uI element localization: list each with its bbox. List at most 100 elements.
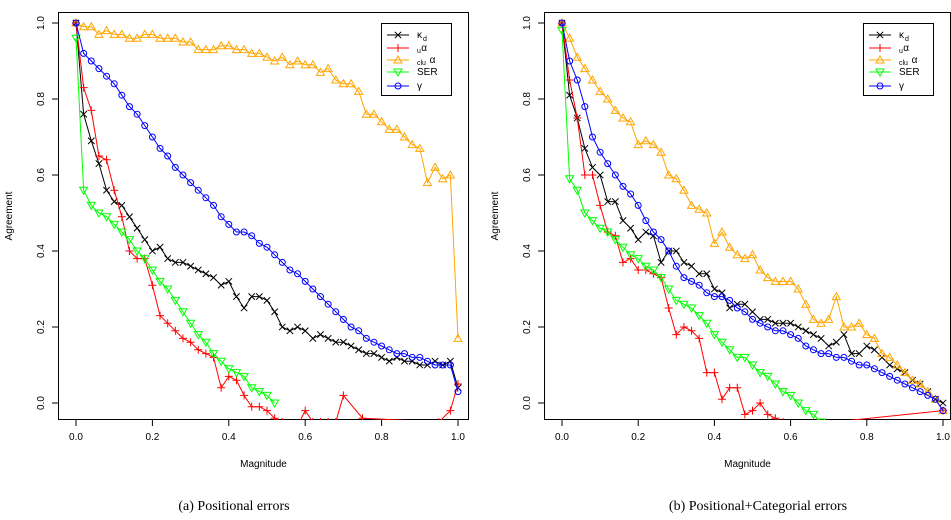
- data-point-kd: [657, 258, 665, 266]
- data-point-clua: [732, 249, 743, 259]
- data-point-ser: [816, 418, 826, 420]
- data-point-clua: [640, 135, 651, 145]
- x-tick-label: 0.8: [860, 432, 874, 443]
- data-point-clua: [884, 352, 895, 361]
- data-point-gamma: [171, 163, 179, 171]
- data-point-ua: [672, 330, 681, 339]
- data-point-clua: [208, 44, 219, 54]
- data-point-ser: [262, 391, 272, 401]
- data-point-kd: [263, 296, 271, 304]
- data-point-gamma: [893, 376, 901, 384]
- data-point-clua: [785, 276, 796, 285]
- data-point-ua: [194, 345, 203, 354]
- panel-caption: (a) Positional errors: [178, 499, 289, 514]
- data-point-gamma: [454, 388, 462, 396]
- chart-panel-a: 0.0 0.2 0.4 0.6 0.8 1.0 0.0 0.2 0.4 0.6 0.8 1.0 Magn…: [4, 12, 469, 514]
- data-point-ua: [438, 418, 440, 420]
- data-point-clua: [338, 78, 349, 88]
- x-tick-label: 0.4: [707, 432, 721, 443]
- data-point-gamma: [148, 133, 156, 141]
- data-point-ser: [595, 224, 605, 234]
- data-point-ua: [87, 106, 96, 115]
- data-point-kd: [710, 285, 718, 293]
- data-point-clua: [770, 276, 781, 285]
- data-point-gamma: [446, 361, 454, 369]
- data-point-clua: [178, 36, 188, 46]
- data-point-kd: [385, 357, 393, 365]
- legend-prefix-clua: clu: [899, 60, 908, 67]
- data-point-gamma: [210, 201, 218, 209]
- data-point-kd: [848, 350, 856, 358]
- data-point-ser: [116, 228, 127, 238]
- data-point-gamma: [416, 353, 424, 361]
- data-point-ua: [634, 266, 643, 274]
- data-point-ua: [186, 338, 195, 347]
- data-point-clua: [854, 318, 865, 327]
- data-point-clua: [353, 86, 364, 95]
- legend-label-ser: SER: [417, 67, 438, 78]
- legend-marker-ser: [875, 68, 885, 78]
- data-point-kd: [703, 270, 711, 278]
- data-point-clua: [323, 63, 333, 73]
- data-point-clua: [116, 29, 127, 38]
- data-point-clua: [399, 131, 410, 141]
- data-point-kd: [355, 346, 363, 354]
- data-point-gamma: [840, 353, 848, 361]
- data-point-clua: [239, 44, 249, 54]
- data-point-kd: [748, 308, 757, 316]
- data-point-ua: [327, 418, 329, 420]
- data-point-kd: [771, 319, 779, 327]
- legend-prefix-ua: u: [899, 48, 903, 55]
- data-point-clua: [307, 59, 318, 69]
- data-point-ua: [319, 418, 321, 420]
- data-point-gamma: [133, 110, 141, 118]
- data-point-clua: [422, 177, 433, 187]
- data-point-kd: [687, 262, 696, 270]
- data-point-kd: [604, 198, 612, 206]
- data-point-kd: [680, 258, 688, 266]
- data-point-ua: [312, 418, 314, 420]
- data-point-clua: [109, 29, 120, 38]
- data-point-ser: [564, 175, 575, 184]
- data-point-clua: [800, 299, 811, 308]
- data-point-gamma: [931, 395, 939, 403]
- data-point-clua: [392, 124, 402, 133]
- data-point-clua: [78, 21, 89, 31]
- data-point-kd: [588, 163, 597, 171]
- data-point-ua: [339, 391, 348, 400]
- data-point-clua: [407, 139, 418, 149]
- data-point-ua: [679, 323, 688, 331]
- data-point-gamma: [439, 361, 447, 369]
- chart-panel-b: 0.0 0.2 0.4 0.6 0.8 1.0 0.0 0.2 0.4 0.6 0.8 1.0 Magn…: [490, 12, 951, 514]
- data-point-gamma: [194, 186, 202, 194]
- data-point-kd: [110, 198, 118, 206]
- data-point-ser: [625, 251, 636, 260]
- data-point-gamma: [611, 171, 619, 179]
- data-point-kd: [581, 144, 589, 152]
- data-point-clua: [717, 226, 727, 236]
- y-tick-label: 0.2: [522, 320, 533, 334]
- data-point-ser: [618, 243, 628, 253]
- data-point-clua: [445, 169, 456, 179]
- data-point-ser: [793, 399, 804, 409]
- data-point-gamma: [855, 361, 863, 369]
- legend-subscript-kd: d: [905, 36, 909, 43]
- data-point-ser: [785, 391, 796, 401]
- data-point-gamma: [309, 285, 317, 293]
- data-point-clua: [877, 348, 887, 358]
- data-point-ser: [587, 217, 598, 226]
- data-point-kd: [378, 353, 386, 361]
- data-point-clua: [892, 359, 903, 369]
- data-point-gamma: [385, 346, 393, 354]
- data-point-ser: [193, 331, 204, 340]
- data-point-ser: [648, 266, 659, 276]
- data-point-gamma: [164, 152, 172, 160]
- data-point-gamma: [779, 327, 787, 335]
- data-point-ua: [794, 422, 802, 430]
- x-tick-label: 0.2: [145, 432, 159, 443]
- data-point-gamma: [649, 228, 657, 236]
- data-point-gamma: [802, 342, 810, 350]
- data-point-clua: [900, 367, 910, 377]
